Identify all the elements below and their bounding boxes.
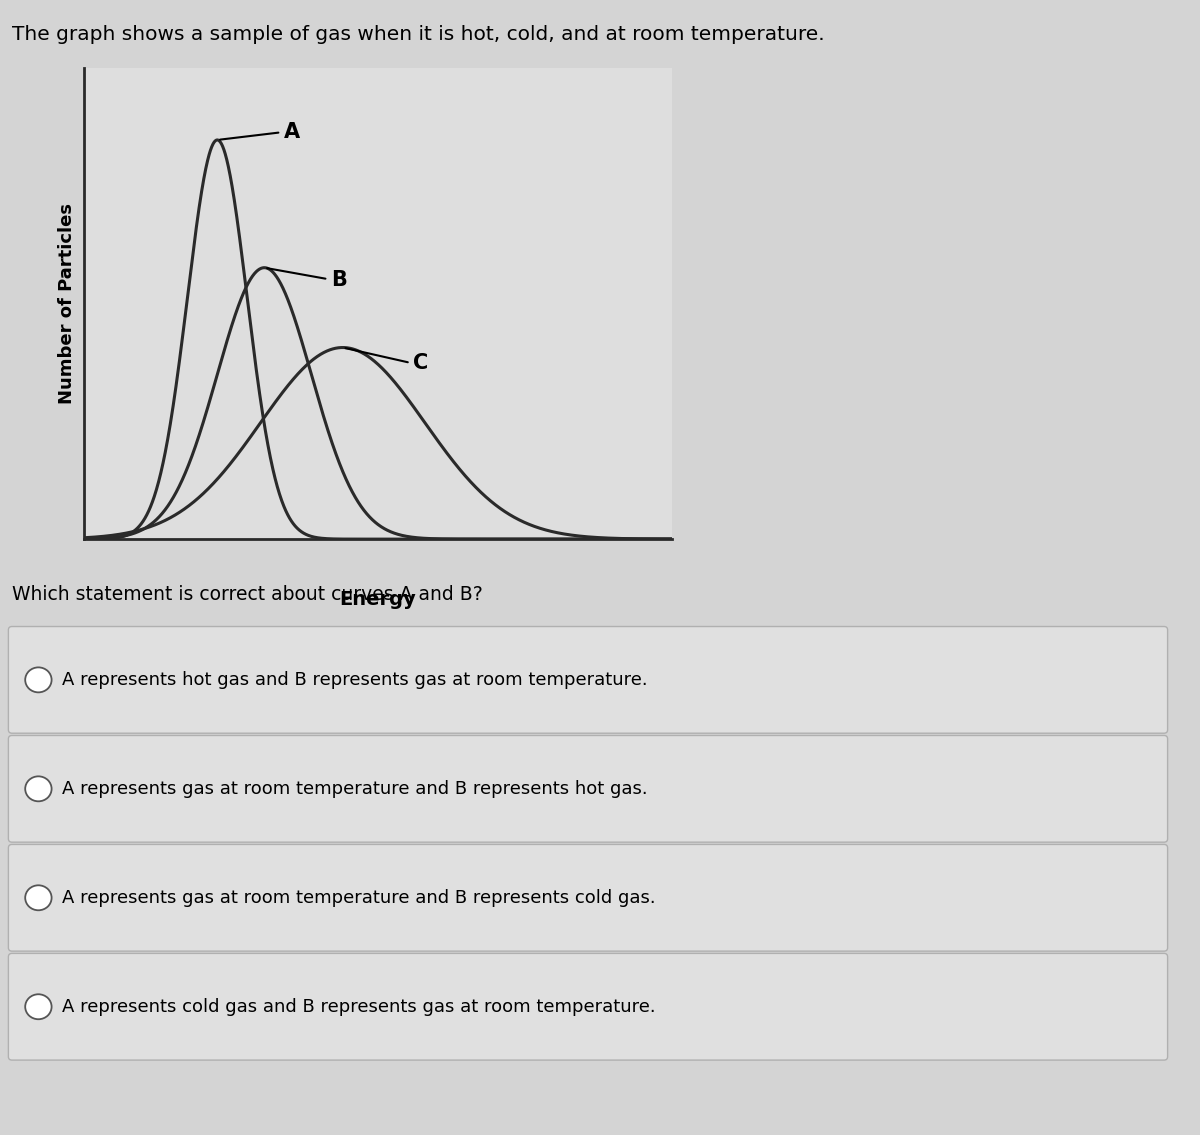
Text: The graph shows a sample of gas when it is hot, cold, and at room temperature.: The graph shows a sample of gas when it … <box>12 25 824 44</box>
Text: C: C <box>346 348 428 373</box>
Text: A: A <box>220 121 300 142</box>
Y-axis label: Number of Particles: Number of Particles <box>58 203 76 404</box>
Text: Energy: Energy <box>340 590 416 609</box>
Text: Which statement is correct about curves A and B?: Which statement is correct about curves … <box>12 585 482 604</box>
Text: A represents cold gas and B represents gas at room temperature.: A represents cold gas and B represents g… <box>62 998 656 1016</box>
Text: B: B <box>268 268 347 289</box>
Text: A represents hot gas and B represents gas at room temperature.: A represents hot gas and B represents ga… <box>62 671 648 689</box>
Text: A represents gas at room temperature and B represents hot gas.: A represents gas at room temperature and… <box>62 780 648 798</box>
Text: A represents gas at room temperature and B represents cold gas.: A represents gas at room temperature and… <box>62 889 656 907</box>
